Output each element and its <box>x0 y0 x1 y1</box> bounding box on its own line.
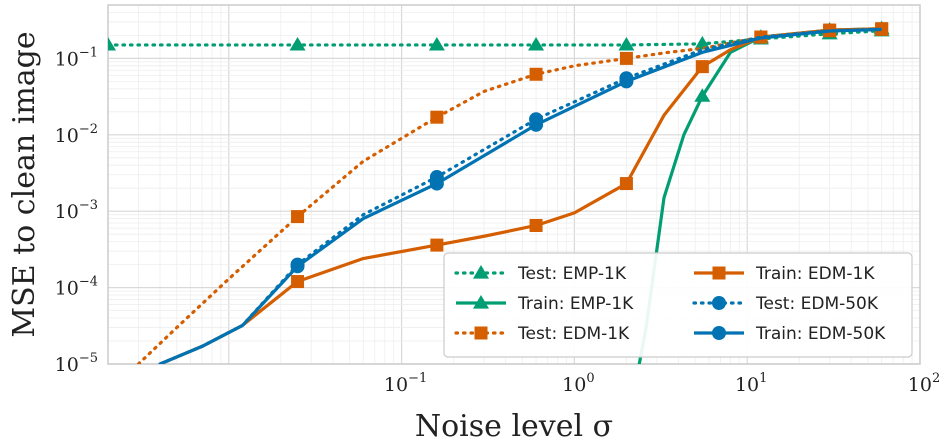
data-point-train-edm-50k <box>619 74 634 89</box>
data-point-train-edm-50k <box>290 259 305 274</box>
legend-item-test-edm-1k: Test: EDM-1K <box>454 324 630 344</box>
x-axis-label: Noise level σ <box>415 409 613 444</box>
legend-marker <box>712 296 726 310</box>
data-point-test-edm-1k <box>291 210 305 224</box>
legend-label: Train: EMP-1K <box>517 294 634 314</box>
data-point-test-emp-1k <box>528 36 545 51</box>
data-point-train-edm-1k <box>875 22 889 36</box>
legend-marker <box>473 295 489 309</box>
y-tick-label: 10−1 <box>55 45 98 70</box>
data-point-test-edm-1k <box>619 51 633 65</box>
data-point-test-emp-1k <box>694 35 711 50</box>
x-tick-label: 102 <box>908 371 940 396</box>
legend-marker <box>473 265 489 279</box>
legend-label: Train: EDM-1K <box>755 264 875 284</box>
y-tick-label: 10−4 <box>55 275 98 300</box>
legend-item-test-emp-1k: Test: EMP-1K <box>454 264 627 284</box>
series-train-edm-50k <box>159 27 882 364</box>
y-tick-label: 10−2 <box>55 122 98 147</box>
data-point-test-emp-1k <box>618 36 635 51</box>
y-tick-label: 10−5 <box>55 351 98 376</box>
data-point-test-emp-1k <box>108 36 116 51</box>
legend-label: Train: EDM-50K <box>755 324 886 344</box>
data-point-train-edm-50k <box>429 176 444 191</box>
legend: Test: EMP-1K Train: EMP-1K Test: EDM-1K Tra… <box>443 252 913 358</box>
series-line-train-edm-50k <box>159 27 882 364</box>
series-line-train-edm-1k <box>159 27 882 364</box>
legend-marker <box>712 266 726 280</box>
plot-frame <box>107 4 921 365</box>
data-point-train-edm-1k <box>291 275 305 289</box>
data-point-train-emp-1k <box>694 88 711 102</box>
data-point-train-edm-1k <box>529 218 543 232</box>
legend-item-train-emp-1k: Train: EMP-1K <box>456 294 634 314</box>
x-tick-label: 101 <box>735 371 767 396</box>
legend-item-train-edm-1k: Train: EDM-1K <box>694 264 875 284</box>
legend-label: Test: EMP-1K <box>517 264 627 284</box>
legend-label: Test: EDM-50K <box>755 294 879 314</box>
data-point-train-edm-1k <box>619 177 633 191</box>
legend-item-train-edm-50k: Train: EDM-50K <box>694 324 886 344</box>
y-axis-ticks: 10−1 10−2 10−3 10−4 10−5 <box>55 45 98 376</box>
legend-item-test-edm-50k: Test: EDM-50K <box>692 294 879 314</box>
data-point-test-edm-1k <box>430 110 444 124</box>
legend-marker <box>712 326 726 340</box>
legend-marker <box>474 326 488 340</box>
x-axis-ticks: 10−1 100 101 102 <box>384 371 940 396</box>
data-point-test-emp-1k <box>428 36 445 51</box>
x-tick-label: 100 <box>562 371 594 396</box>
legend-box <box>443 252 913 358</box>
data-point-train-edm-50k <box>529 117 544 132</box>
data-point-test-edm-1k <box>529 67 543 81</box>
series-train-edm-1k <box>159 22 889 364</box>
data-point-train-edm-1k <box>430 238 444 252</box>
y-axis-label: MSE to clean image <box>7 31 42 337</box>
x-tick-label: 10−1 <box>384 371 427 396</box>
y-tick-label: 10−3 <box>55 198 98 223</box>
data-point-test-emp-1k <box>289 36 306 51</box>
data-point-train-edm-1k <box>695 60 709 74</box>
legend-label: Test: EDM-1K <box>517 324 630 344</box>
series-layer <box>108 20 890 364</box>
